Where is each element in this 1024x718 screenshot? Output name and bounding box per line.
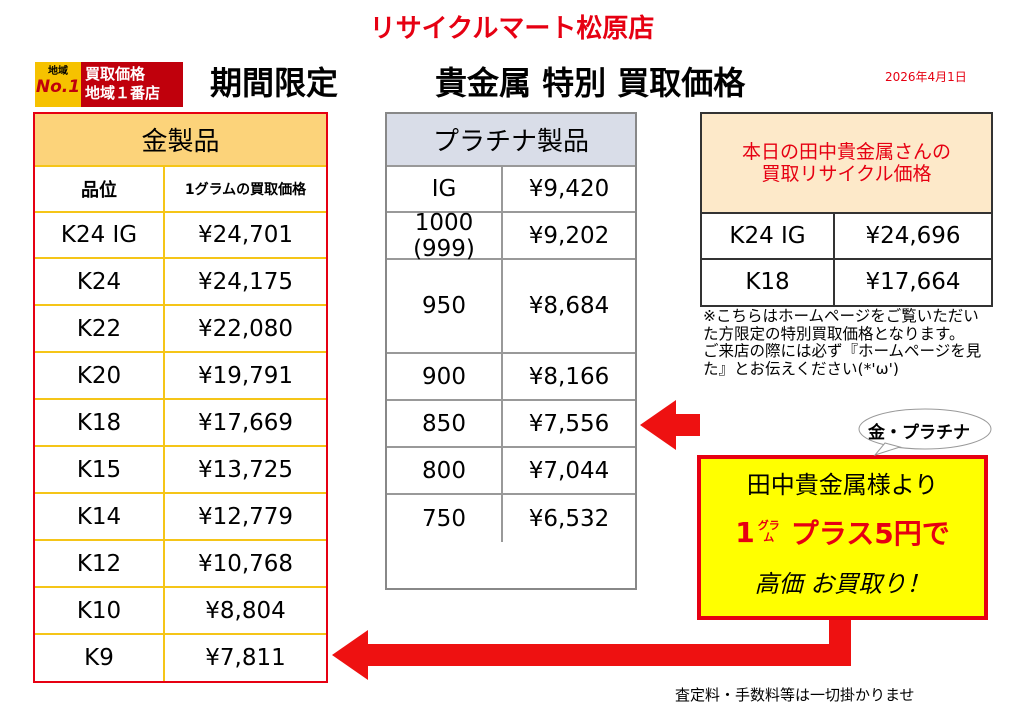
column-header: 品位: [35, 166, 165, 211]
price: ¥22,080: [197, 315, 294, 342]
table-row: K20 ¥19,791: [35, 353, 326, 401]
gold-table: 金製品 品位 1グラムの買取価格 K24 IG ¥24,701 K24 ¥24,175 K22…: [33, 112, 328, 683]
grade: 950: [387, 260, 503, 352]
price: ¥9,420: [528, 176, 610, 202]
table-row: K15 ¥13,725: [35, 447, 326, 495]
bubble-shape: [858, 408, 992, 450]
table-row: K18 ¥17,669: [35, 400, 326, 448]
price: ¥24,175: [197, 268, 294, 295]
price: ¥17,664: [865, 269, 961, 296]
table-row: K10 ¥8,804: [35, 588, 326, 636]
callout-line3: 高価 お買取り！: [754, 570, 931, 598]
price: ¥9,202: [528, 222, 610, 249]
badge: 地域 No.1 買取価格 地域１番店: [35, 62, 183, 107]
bubble: [858, 408, 992, 456]
grade: K12: [35, 541, 165, 587]
table-row: K14 ¥12,779: [35, 494, 326, 542]
grade: K14: [35, 494, 165, 540]
table-row: 1000 (999) ¥9,202: [387, 210, 635, 262]
price: ¥7,044: [528, 457, 610, 484]
arrow-head: [332, 630, 368, 680]
callout-number: 1: [735, 515, 755, 549]
title: 期間限定: [210, 64, 339, 102]
price: ¥13,725: [197, 456, 294, 483]
price: ¥12,779: [197, 503, 294, 530]
bubble-tail: [873, 442, 902, 456]
price: ¥10,768: [197, 550, 294, 577]
reference-table: 本日の田中貴金属さんの 買取リサイクル価格 K24 IG ¥24,696 K18 ¥17…: [700, 112, 993, 307]
arrow-head: [640, 400, 676, 450]
badge-area: 地域: [48, 66, 68, 77]
price: ¥6,532: [528, 505, 610, 532]
grade: K10: [35, 588, 165, 634]
grade: IG: [387, 167, 503, 211]
table-row: 900 ¥8,166: [387, 354, 635, 401]
table-row: IG ¥9,420: [387, 167, 635, 213]
grade: K24 IG: [35, 212, 165, 258]
badge-line: 買取価格: [85, 65, 146, 83]
grade: K9: [35, 635, 165, 681]
price: ¥8,804: [205, 597, 286, 624]
title: 貴金属 特別 買取価格: [435, 64, 746, 102]
table-row: 800 ¥7,044: [387, 448, 635, 495]
callout: 田中貴金属様より 1 グラム プラス5円で 高価 お買取り！: [697, 455, 988, 620]
table-row: K24 IG ¥24,696: [702, 214, 991, 260]
grade: 1000 (999): [387, 210, 503, 262]
grade: K22: [35, 306, 165, 352]
note: ※こちらはホームページをご覧いただいた方限定の特別買取価格となります。 ご来店の…: [703, 307, 982, 378]
badge-left: 地域 No.1: [35, 62, 81, 107]
table-row: 850 ¥7,556: [387, 401, 635, 448]
table-row: K9 ¥7,811: [35, 635, 326, 681]
badge-line: 地域１番店: [85, 84, 161, 102]
grade: K24 IG: [702, 214, 835, 258]
bubble-text: 金・プラチナ: [868, 423, 970, 443]
badge-text: 買取価格 地域１番店: [85, 65, 160, 103]
grade: K15: [35, 447, 165, 493]
grade: 750: [387, 495, 503, 542]
table-row: K12 ¥10,768: [35, 541, 326, 589]
header-row: 品位 1グラムの買取価格: [35, 166, 326, 213]
table-row: 750 ¥6,532: [387, 495, 635, 542]
price: ¥17,669: [197, 409, 294, 436]
table-row: 950 ¥8,684: [387, 260, 635, 354]
table-row: K22 ¥22,080: [35, 306, 326, 354]
price: ¥19,791: [197, 362, 294, 389]
table-row: K18 ¥17,664: [702, 259, 991, 305]
grade: 800: [387, 448, 503, 493]
price: ¥7,556: [528, 410, 610, 437]
callout-line2: 1 グラム プラス5円で: [701, 512, 984, 552]
grade: 900: [387, 354, 503, 399]
price: ¥8,166: [528, 363, 610, 390]
column-header: 1グラムの買取価格: [184, 181, 307, 198]
grade: K18: [702, 259, 835, 305]
callout-unit: グラム: [757, 519, 780, 544]
badge-no1: No.1: [35, 77, 81, 97]
grade: K20: [35, 353, 165, 399]
grade: 850: [387, 401, 503, 446]
store-name: リサイクルマート松原店: [369, 14, 655, 44]
price: ¥8,684: [528, 293, 610, 319]
price: ¥24,696: [865, 222, 961, 249]
price: ¥7,811: [205, 645, 286, 671]
table-title: 本日の田中貴金属さんの 買取リサイクル価格: [702, 114, 991, 214]
footer: 査定料・手数料等は一切掛かりませ: [675, 686, 915, 704]
table-title: プラチナ製品: [387, 114, 635, 167]
table-row: K24 IG ¥24,701: [35, 212, 326, 260]
callout-text: プラス5円で: [790, 517, 950, 550]
grade: K18: [35, 400, 165, 446]
table-row: K24 ¥24,175: [35, 259, 326, 307]
platinum-table: プラチナ製品 IG ¥9,420 1000 (999) ¥9,202 950 ¥8,684 9…: [385, 112, 637, 590]
callout-line1: 田中貴金属様より: [746, 471, 939, 499]
grade: K24: [35, 259, 165, 305]
price: ¥24,701: [197, 222, 294, 249]
arrow-to-gold: [360, 620, 851, 666]
table-title: 金製品: [35, 114, 326, 167]
date: 2026年4月1日: [885, 70, 967, 84]
